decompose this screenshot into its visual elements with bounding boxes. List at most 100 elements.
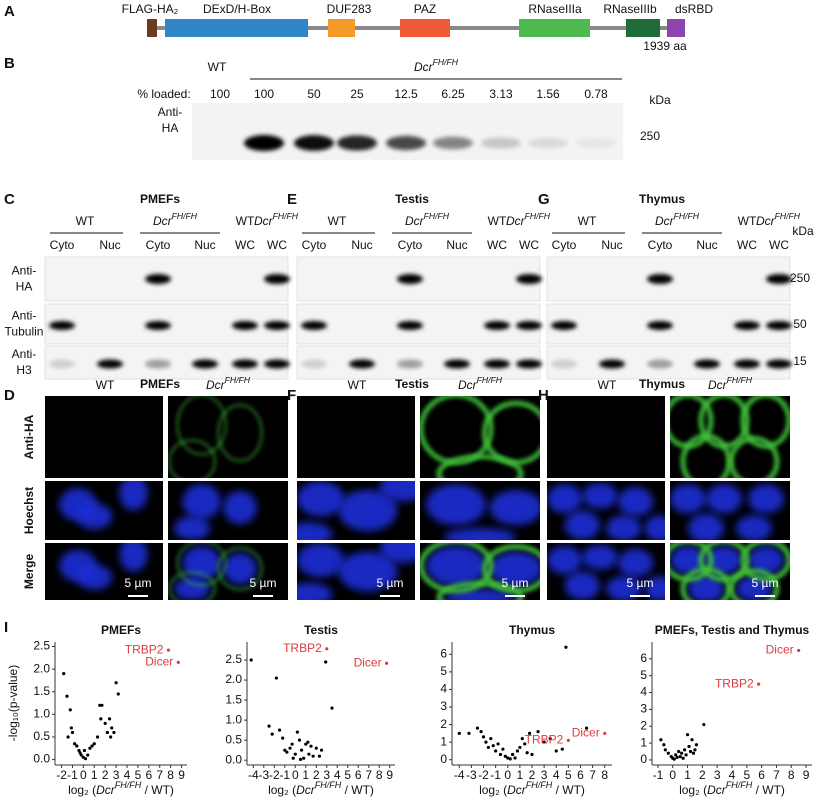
data-point [249,658,253,662]
data-point [525,751,529,755]
ha-signal [740,396,790,449]
data-point [285,750,289,754]
x-tick-label: 7 [589,768,596,782]
y-tick-label: 2.5 [33,639,50,653]
nucleus [119,481,148,511]
x-tick-label: 8 [376,768,383,782]
lane-label: Cyto [398,238,423,252]
micrograph [168,396,288,478]
genotype: DcrFH/FH [206,375,251,392]
x-tick-label: 0 [80,768,87,782]
point-label: TRBP2 [283,641,322,655]
domain-box [667,19,685,37]
data-point [672,757,676,761]
data-point [324,660,328,664]
data-point [314,746,318,750]
y-tick-label: 1.0 [225,712,242,726]
band [349,359,375,369]
nucleus [706,545,742,575]
x-tick-label: 4 [729,768,736,782]
data-point [548,737,552,741]
data-point [498,752,503,757]
data-point [166,648,171,652]
band [551,321,577,330]
x-tick-label: 9 [803,768,810,782]
x-tick-label: 4 [334,768,341,782]
micrograph [547,481,665,540]
x-tick-label: 2 [699,768,706,782]
x-tick-label: -2 [269,768,280,782]
data-point [283,748,287,752]
x-tick-label: 6 [145,768,152,782]
nucleus [688,574,724,600]
band [481,137,521,149]
domain-label: DUF283 [327,2,372,16]
band [576,137,616,149]
nucleus [426,545,486,586]
lane-label: Nuc [99,238,120,252]
ha-signal [420,396,494,465]
lane-label: Cyto [302,238,327,252]
x-tick-label: 4 [124,768,131,782]
data-point [690,738,694,742]
band [766,321,792,330]
y-tick-label: 2 [640,718,647,732]
domain-label: PAZ [414,2,436,16]
genotype-sup: FH/FH [424,211,450,221]
data-point [484,740,488,744]
data-point [66,735,70,739]
nucleus [670,483,706,514]
y-tick-label: 4 [640,685,647,699]
genotype: DcrFH/FH [458,375,503,392]
nucleus [606,515,642,540]
band [232,321,258,330]
data-point [103,721,107,725]
band [433,136,473,150]
genotype-name: Dcr [153,214,173,228]
band [264,274,290,284]
band [484,321,510,330]
band [192,359,218,369]
x-label-part: / WT) [341,783,374,797]
data-point [297,738,302,742]
nucleus [297,522,333,540]
data-point [65,694,69,698]
lane-label: Cyto [50,238,75,252]
nucleus [182,545,221,581]
data-point [677,749,681,754]
wt-label: WT [328,214,347,228]
nucleus [564,510,601,540]
data-point [291,756,295,760]
data-point [491,744,495,748]
micrograph-bg [297,396,415,478]
x-tick-label: 0 [504,768,511,782]
x-tick-label: -4 [248,768,259,782]
wt-label: WT [738,214,757,228]
data-point [70,730,75,735]
x-tick-label: 8 [167,768,174,782]
nucleus [706,483,742,514]
y-tick-label: 1.5 [225,692,242,706]
nucleus [617,486,654,517]
data-point [83,757,88,761]
chart-title: Testis [304,623,338,637]
band [301,321,327,330]
row-label: Anti- [12,264,37,278]
data-point [107,717,112,721]
data-point [527,731,532,735]
wt-label: WT [598,378,617,392]
band [444,359,470,369]
x-tick-label: 2 [313,768,320,782]
point-label: Dicer [145,655,173,669]
data-point [674,753,678,757]
x-label-part: Dcr [507,783,527,797]
y-tick-label: 5 [440,664,447,678]
data-point [680,751,684,755]
band [386,135,426,151]
data-point [691,751,696,755]
lane-label: Nuc [696,238,717,252]
scale-label: 5 µm [250,576,277,590]
x-tick-label: 5 [344,768,351,782]
band [337,135,377,151]
data-point [90,744,94,748]
